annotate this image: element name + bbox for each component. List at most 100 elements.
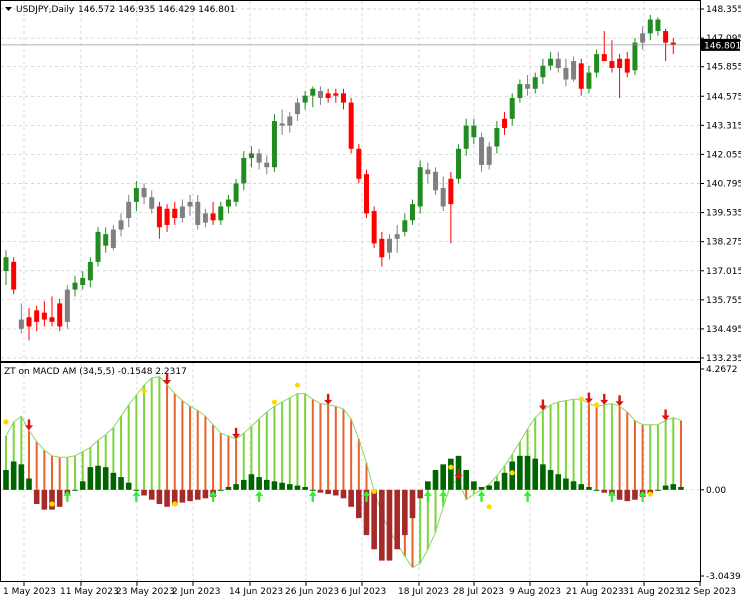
symbol-label: USDJPY,Daily bbox=[16, 5, 75, 15]
candle-body bbox=[179, 206, 185, 219]
candle-body bbox=[417, 167, 423, 207]
sub-histogram-bar bbox=[333, 489, 339, 496]
candle-body bbox=[202, 213, 208, 223]
candle-body bbox=[248, 153, 254, 158]
sub-histogram-bar bbox=[302, 486, 308, 490]
x-tick-label: 6 Jul 2023 bbox=[341, 587, 386, 597]
sub-histogram-bar bbox=[118, 477, 124, 490]
sub-histogram-bar bbox=[110, 472, 117, 490]
candle-body bbox=[241, 157, 247, 184]
candle-body bbox=[525, 84, 531, 89]
candle-body bbox=[287, 116, 293, 126]
y-tick-label: 148.355 bbox=[706, 5, 741, 15]
sub-histogram-bar bbox=[624, 489, 631, 502]
sub-histogram-bar bbox=[678, 486, 684, 490]
candle-body bbox=[11, 261, 17, 290]
candle-body bbox=[379, 238, 385, 258]
candle-body bbox=[563, 67, 569, 80]
candle-body bbox=[118, 220, 124, 230]
sub-histogram-bar bbox=[18, 464, 25, 490]
axes: 148.355147.095145.855144.575143.315142.0… bbox=[3, 5, 741, 597]
candle-body bbox=[670, 42, 676, 45]
x-tick-label: 18 Jul 2023 bbox=[398, 587, 449, 597]
down-arrow-icon bbox=[324, 393, 333, 405]
sub-histogram-bar bbox=[440, 464, 446, 490]
candle-body bbox=[617, 58, 623, 68]
x-tick-label: 14 Jun 2023 bbox=[229, 587, 283, 597]
candle-body bbox=[195, 201, 201, 225]
candle-body bbox=[601, 54, 607, 62]
sub-histogram-bar bbox=[294, 485, 301, 490]
x-tick-label: 9 Aug 2023 bbox=[509, 587, 561, 597]
sub-histogram-bar bbox=[494, 481, 500, 490]
current-price-label: 146.801 bbox=[704, 41, 741, 51]
sub-histogram-bar bbox=[286, 484, 293, 490]
signal-dot bbox=[593, 402, 600, 408]
sub-histogram-bar bbox=[72, 489, 78, 491]
sub-histogram-bar bbox=[501, 472, 508, 490]
candle-body bbox=[425, 169, 431, 175]
down-arrow-icon bbox=[163, 374, 172, 386]
candle-body bbox=[594, 54, 600, 73]
sub-histogram-bar bbox=[33, 489, 40, 504]
x-tick-label: 11 May 2023 bbox=[60, 587, 119, 597]
candle-body bbox=[18, 319, 24, 329]
candle-body bbox=[586, 72, 592, 89]
indicator-y-tick-label: 4.2672 bbox=[706, 365, 738, 375]
sub-histogram-bar bbox=[386, 489, 393, 561]
up-arrow-icon bbox=[423, 490, 432, 502]
y-tick-label: 133.235 bbox=[706, 354, 741, 364]
candle-body bbox=[647, 19, 653, 34]
signal-dot bbox=[486, 504, 492, 510]
y-tick-label: 138.275 bbox=[706, 238, 741, 248]
candle-body bbox=[632, 42, 638, 71]
sub-histogram-bar bbox=[463, 469, 469, 490]
up-arrow-icon bbox=[132, 490, 141, 502]
sub-histogram-bar bbox=[409, 489, 416, 519]
sub-histogram-bar bbox=[524, 455, 531, 490]
triangle-down-icon[interactable] bbox=[5, 7, 12, 11]
sub-histogram-bar bbox=[563, 478, 569, 490]
candle-body bbox=[356, 148, 362, 179]
sub-histogram-bar bbox=[240, 479, 247, 490]
sub-histogram-bar bbox=[478, 486, 485, 490]
candle-body bbox=[502, 118, 508, 128]
sub-histogram-bar bbox=[471, 481, 477, 490]
sub-histogram-bar bbox=[10, 461, 17, 490]
sub-histogram-bar bbox=[662, 485, 669, 490]
sub-histogram-bar bbox=[171, 489, 178, 506]
sub-histogram-bar bbox=[41, 489, 48, 510]
candle-body bbox=[317, 91, 323, 98]
candle-body bbox=[95, 231, 101, 262]
sub-histogram-bar bbox=[179, 489, 186, 503]
candle-body bbox=[655, 19, 661, 32]
candle-body bbox=[87, 261, 93, 281]
candle-body bbox=[548, 58, 554, 66]
sub-histogram-bar bbox=[655, 489, 661, 491]
sub-histogram-bar bbox=[141, 489, 147, 496]
sub-histogram-bar bbox=[125, 482, 132, 490]
candle-body bbox=[302, 95, 308, 103]
sub-histogram-bar bbox=[233, 484, 239, 490]
indicator-y-tick-label: -3.0439 bbox=[706, 572, 741, 582]
down-arrow-icon bbox=[615, 395, 624, 407]
up-arrow-icon bbox=[523, 490, 532, 502]
up-arrow-icon bbox=[362, 490, 371, 502]
candle-body bbox=[256, 153, 262, 163]
sub-histogram-bar bbox=[133, 489, 140, 491]
candle-body bbox=[571, 61, 577, 80]
sub-histogram-bar bbox=[356, 489, 362, 519]
candle-body bbox=[3, 257, 9, 272]
candle-body bbox=[471, 125, 477, 138]
x-tick-label: 31 Aug 2023 bbox=[623, 587, 681, 597]
sub-histogram-bar bbox=[248, 474, 255, 490]
candle-body bbox=[294, 102, 300, 115]
sub-histogram-bar bbox=[3, 469, 9, 490]
candle-body bbox=[348, 102, 354, 149]
candle-body bbox=[402, 220, 408, 232]
candle-body bbox=[264, 162, 270, 168]
down-arrow-icon bbox=[661, 409, 670, 421]
sub-histogram-bar bbox=[271, 481, 278, 490]
candle-body bbox=[126, 201, 132, 219]
